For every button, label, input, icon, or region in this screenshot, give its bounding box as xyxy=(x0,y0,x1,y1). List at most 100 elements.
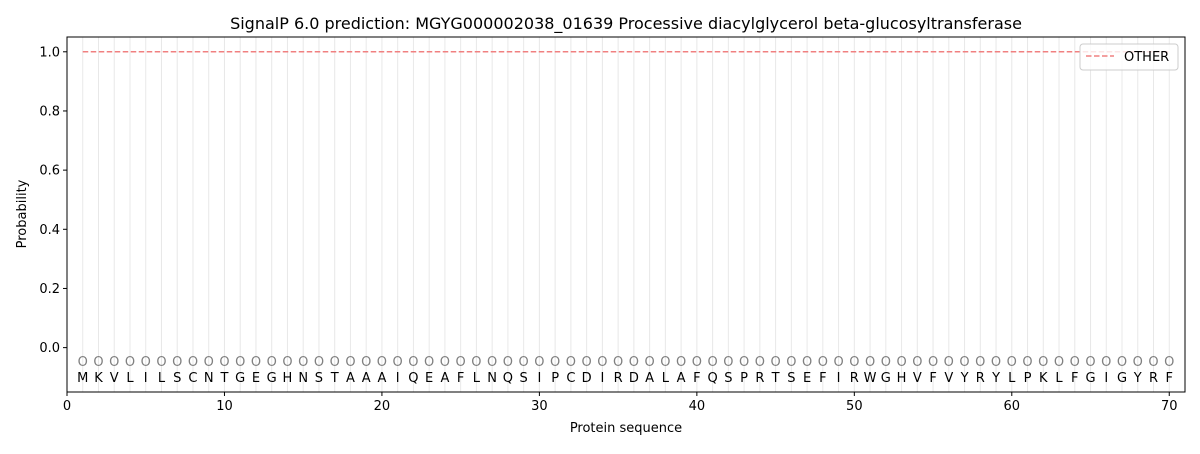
x-tick-label: 70 xyxy=(1161,399,1178,414)
plot-frame xyxy=(66,36,1186,393)
region-label: O xyxy=(928,355,938,370)
residue-label: R xyxy=(614,371,623,386)
residue-label: S xyxy=(520,371,528,386)
x-tick-label: 60 xyxy=(1004,399,1021,414)
residue-label: Q xyxy=(707,371,717,386)
region-label: O xyxy=(172,355,182,370)
legend-box xyxy=(1079,43,1179,71)
region-label: O xyxy=(298,355,308,370)
residue-label: L xyxy=(1055,371,1063,386)
region-label: O xyxy=(550,355,560,370)
residue-label: R xyxy=(850,371,859,386)
region-label: O xyxy=(896,355,906,370)
residue-label: T xyxy=(219,371,228,386)
x-axis-ticks: 0 10 20 30 40 50 60 70 xyxy=(63,392,1178,414)
residue-label: V xyxy=(944,371,953,386)
region-label: O xyxy=(865,355,875,370)
residue-label: D xyxy=(629,371,639,386)
residue-label: I xyxy=(1104,371,1108,386)
residue-label: A xyxy=(362,371,371,386)
residue-label: Y xyxy=(1133,371,1142,386)
region-label: O xyxy=(314,355,324,370)
residue-label: I xyxy=(537,371,541,386)
grid-lines xyxy=(82,37,1170,392)
residue-label: N xyxy=(204,371,214,386)
region-label: O xyxy=(991,355,1001,370)
region-label: O xyxy=(676,355,686,370)
residue-label: Y xyxy=(960,371,969,386)
residue-label: K xyxy=(1039,371,1048,386)
y-tick-label: 1.0 xyxy=(39,45,60,60)
region-label: O xyxy=(282,355,292,370)
residue-label: F xyxy=(929,371,936,386)
x-tick-label: 30 xyxy=(531,399,548,414)
y-tick-label: 0.2 xyxy=(39,282,60,297)
region-label: O xyxy=(219,355,229,370)
region-label: O xyxy=(1007,355,1017,370)
region-label: O xyxy=(1117,355,1127,370)
region-label: O xyxy=(424,355,434,370)
region-label: O xyxy=(755,355,765,370)
residue-label: P xyxy=(740,371,748,386)
residue-label: L xyxy=(473,371,481,386)
x-axis-label: Protein sequence xyxy=(570,421,682,436)
residue-label: S xyxy=(787,371,795,386)
residue-label: H xyxy=(897,371,907,386)
region-label: O xyxy=(692,355,702,370)
region-label: O xyxy=(881,355,891,370)
region-label: O xyxy=(456,355,466,370)
residue-label: F xyxy=(1166,371,1173,386)
residue-label: C xyxy=(188,371,197,386)
residue-label: G xyxy=(881,371,891,386)
region-label: O xyxy=(944,355,954,370)
region-label: O xyxy=(849,355,859,370)
residue-label: S xyxy=(724,371,732,386)
region-label: O xyxy=(566,355,576,370)
residue-label: G xyxy=(235,371,245,386)
region-label: O xyxy=(345,355,355,370)
region-label: O xyxy=(912,355,922,370)
residue-label: F xyxy=(693,371,700,386)
residue-label: P xyxy=(1024,371,1032,386)
region-label: O xyxy=(377,355,387,370)
region-label: O xyxy=(1101,355,1111,370)
residue-label: E xyxy=(803,371,811,386)
residue-label: G xyxy=(267,371,277,386)
residue-label: G xyxy=(1085,371,1095,386)
residue-label: W xyxy=(864,371,877,386)
y-axis-ticks: 0.0 0.2 0.4 0.6 0.8 1.0 xyxy=(39,45,67,356)
residue-label: P xyxy=(551,371,559,386)
region-label: O xyxy=(1133,355,1143,370)
residue-label: V xyxy=(913,371,922,386)
residue-label: H xyxy=(283,371,293,386)
region-label: O xyxy=(818,355,828,370)
region-label: O xyxy=(1022,355,1032,370)
residue-label: F xyxy=(457,371,464,386)
region-label: O xyxy=(1038,355,1048,370)
region-label: O xyxy=(361,355,371,370)
residue-label: E xyxy=(425,371,433,386)
region-label: O xyxy=(125,355,135,370)
region-label: O xyxy=(833,355,843,370)
region-label: O xyxy=(645,355,655,370)
residue-label: T xyxy=(771,371,780,386)
residue-label: F xyxy=(1071,371,1078,386)
sequence-labels: OMOKOVOLOIOLOSOCONOTOGOEOGOHONOSOTOAOAOA… xyxy=(77,355,1174,386)
residue-label: N xyxy=(298,371,308,386)
x-tick-label: 40 xyxy=(689,399,706,414)
region-label: O xyxy=(519,355,529,370)
residue-label: K xyxy=(94,371,103,386)
residue-label: A xyxy=(440,371,449,386)
region-label: O xyxy=(267,355,277,370)
residue-label: A xyxy=(645,371,654,386)
region-label: O xyxy=(78,355,88,370)
region-label: O xyxy=(109,355,119,370)
region-label: O xyxy=(408,355,418,370)
residue-label: L xyxy=(158,371,166,386)
region-label: O xyxy=(393,355,403,370)
legend: OTHER xyxy=(1079,43,1179,71)
region-label: O xyxy=(1164,355,1174,370)
residue-label: V xyxy=(110,371,119,386)
residue-label: Q xyxy=(408,371,418,386)
